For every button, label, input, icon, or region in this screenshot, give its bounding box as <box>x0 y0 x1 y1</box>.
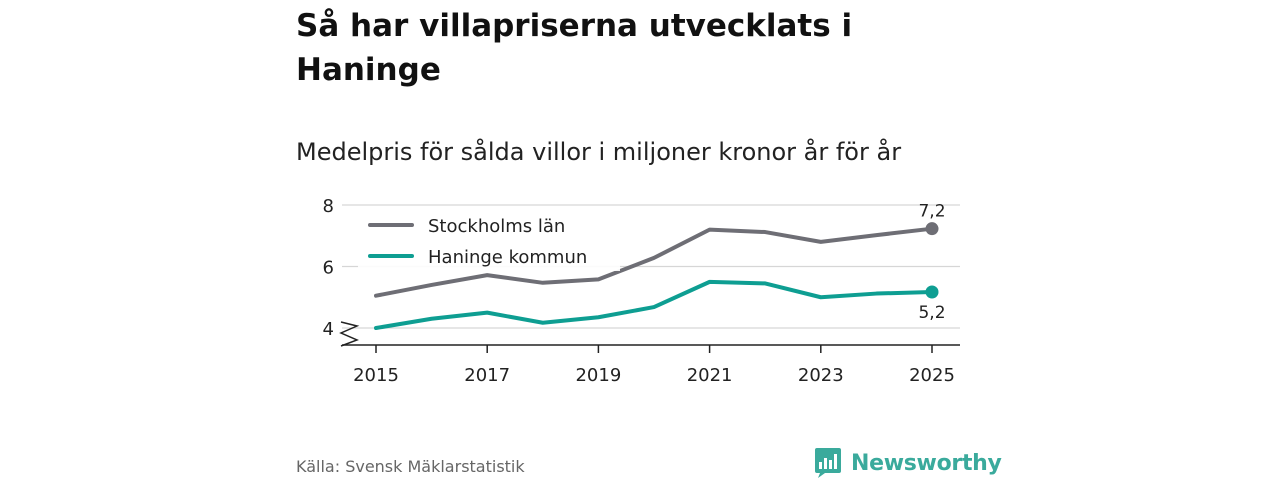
x-tick-label: 2021 <box>687 365 733 386</box>
legend-label: Stockholms län <box>428 216 565 237</box>
y-tick-label: 4 <box>323 319 334 340</box>
series-line <box>374 279 934 330</box>
end-marker <box>925 285 939 299</box>
end-markers: 7,2 5,2 <box>918 202 945 323</box>
x-tick-label: 2019 <box>575 365 621 386</box>
chart-subtitle: Medelpris för sålda villor i miljoner kr… <box>296 138 902 166</box>
chart-title: Så har villapriserna utvecklats i Haning… <box>296 8 853 88</box>
series-lines <box>374 226 934 330</box>
newsworthy-logo-icon <box>815 448 841 478</box>
source-note: Källa: Svensk Mäklarstatistik <box>296 457 525 476</box>
x-tick-label: 2017 <box>464 365 510 386</box>
data-label: 5,2 <box>918 303 945 323</box>
axis-break-icon <box>339 321 360 347</box>
x-tick-label: 2015 <box>353 365 399 386</box>
y-tick-label: 8 <box>323 196 334 217</box>
x-axis: 2015 2017 2019 2021 2023 2025 <box>342 344 960 386</box>
y-tick-label: 6 <box>323 258 334 279</box>
x-tick-label: 2025 <box>909 365 955 386</box>
end-marker <box>925 222 939 236</box>
legend: Stockholms län Haninge kommun <box>358 210 620 271</box>
brand-name: Newsworthy <box>851 450 1002 476</box>
series-line <box>374 226 934 298</box>
y-axis-labels: 4 6 8 <box>323 196 334 340</box>
x-tick-label: 2023 <box>798 365 844 386</box>
data-label: 7,2 <box>918 202 945 222</box>
legend-label: Haninge kommun <box>428 247 587 268</box>
brand-logo: Newsworthy <box>814 446 1002 480</box>
